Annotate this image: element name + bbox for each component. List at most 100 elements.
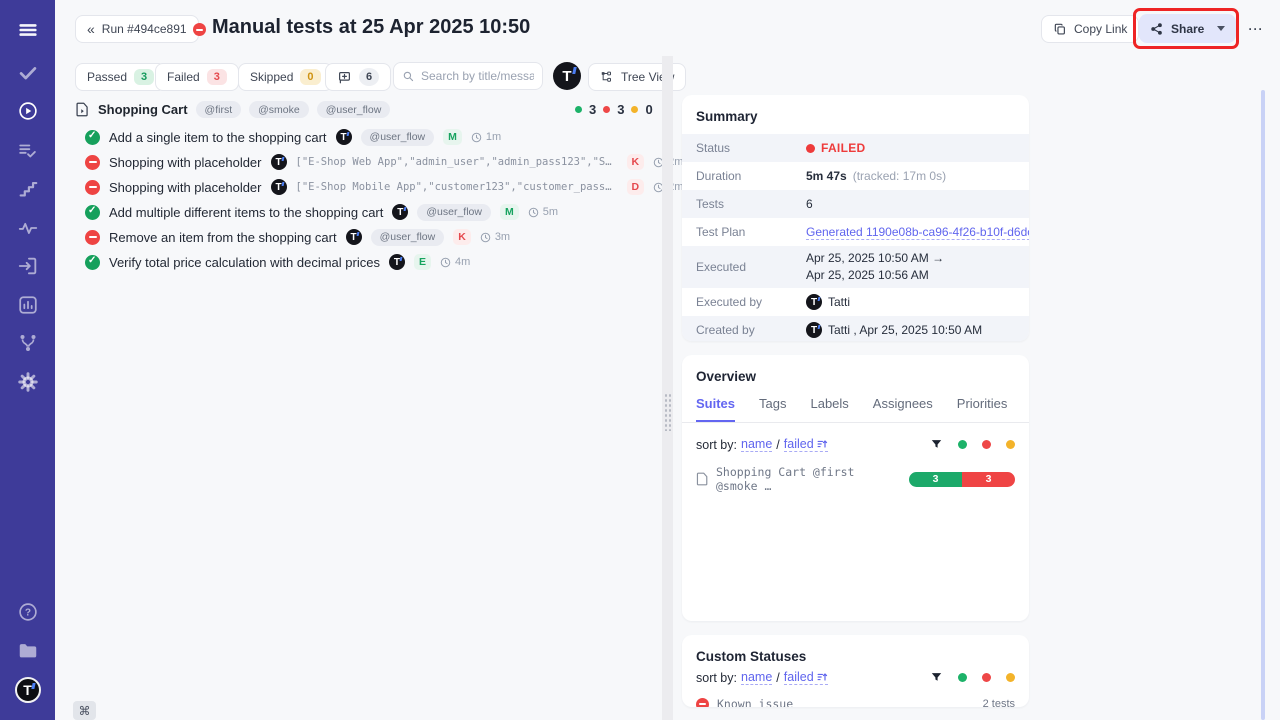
test-row[interactable]: Shopping with placeholder ["E-Shop Web A…	[85, 150, 683, 174]
failed-dot	[806, 143, 815, 153]
assignee-badge[interactable]: K	[453, 229, 471, 245]
passed-dot	[575, 106, 582, 113]
assignee-badge[interactable]: K	[626, 154, 645, 170]
sort-name-link[interactable]: name	[741, 670, 773, 685]
executed-by-value: Tatti	[806, 294, 850, 310]
passed-icon	[85, 129, 100, 145]
tab-priorities[interactable]: Priorities	[956, 396, 1008, 411]
test-title[interactable]: Shopping with placeholder	[109, 179, 262, 195]
test-title[interactable]: Add multiple different items to the shop…	[109, 204, 384, 220]
skipped-dot	[631, 106, 639, 113]
testomat-avatar	[388, 254, 405, 270]
test-row[interactable]: Remove an item from the shopping cart @u…	[85, 225, 510, 249]
test-title[interactable]: Add a single item to the shopping cart	[109, 129, 327, 145]
test-title[interactable]: Remove an item from the shopping cart	[109, 229, 337, 245]
sort-name-link[interactable]: name	[741, 437, 773, 452]
resize-grip[interactable]	[664, 393, 671, 431]
custom-statuses-card: Custom Statuses sort by: name / failed K…	[682, 635, 1029, 707]
tag-pill[interactable]: @user_flow	[316, 101, 391, 118]
branches-icon[interactable]	[0, 328, 55, 358]
test-plans-icon[interactable]	[0, 136, 55, 166]
clock-icon	[480, 232, 491, 242]
test-row[interactable]: Shopping with placeholder ["E-Shop Mobil…	[85, 175, 683, 199]
failed-count-badge: 3	[206, 69, 227, 85]
custom-statuses-sort-row: sort by: name / failed	[682, 670, 1029, 685]
skipped-count-badge: 0	[300, 69, 321, 85]
tag-pill[interactable]: @smoke	[249, 101, 309, 118]
known-issue-label[interactable]: Known issue	[717, 697, 794, 707]
assignee-badge[interactable]: E	[413, 254, 431, 270]
filter-passed-dot[interactable]	[958, 673, 967, 682]
suite-passed-count: 3	[589, 102, 597, 117]
filter-skipped-button[interactable]: Skipped 0	[238, 63, 333, 91]
tests-check-icon[interactable]	[0, 58, 55, 88]
passed-bar-segment: 3	[909, 471, 962, 487]
filter-passed-button[interactable]: Passed 3	[75, 63, 167, 91]
summary-row-status: Status FAILED	[682, 134, 1029, 162]
comments-filter-button[interactable]: 6	[325, 63, 392, 91]
menu-icon[interactable]	[0, 15, 55, 45]
test-row[interactable]: Verify total price calculation with deci…	[85, 250, 470, 274]
milestones-steps-icon[interactable]	[0, 174, 55, 204]
tag-pill[interactable]: @user_flow	[370, 228, 445, 246]
filter-skipped-dot[interactable]	[1006, 673, 1015, 682]
back-to-run-button[interactable]: « Run #494ce891	[75, 15, 199, 43]
sort-asc-icon	[817, 440, 827, 448]
clock-icon	[471, 132, 482, 142]
search-input[interactable]	[421, 69, 534, 83]
import-icon[interactable]	[0, 251, 55, 281]
tab-suites[interactable]: Suites	[696, 396, 736, 422]
testomat-logo[interactable]: T	[0, 675, 55, 705]
tab-tags[interactable]: Tags	[759, 396, 787, 411]
filter-failed-button[interactable]: Failed 3	[155, 63, 239, 91]
copy-link-button[interactable]: Copy Link	[1041, 15, 1140, 43]
folder-icon[interactable]	[0, 636, 55, 666]
tab-assignees[interactable]: Assignees	[872, 396, 933, 411]
overview-suite-label[interactable]: Shopping Cart @first @smoke …	[716, 465, 855, 493]
test-plan-link[interactable]: Generated 1190e08b-ca96-4f26-b10f-d6dc…	[806, 225, 1029, 240]
known-issue-row[interactable]: Known issue 2 tests	[682, 697, 1029, 707]
tag-pill[interactable]: @user_flow	[360, 128, 435, 146]
tab-labels[interactable]: Labels	[810, 396, 849, 411]
filter-funnel-icon[interactable]	[930, 438, 943, 451]
tag-pill[interactable]: @user_flow	[417, 203, 491, 221]
suite-file-icon	[76, 102, 88, 117]
tag-pill[interactable]: @first	[195, 101, 242, 118]
duration: 3m	[480, 231, 510, 243]
filter-funnel-icon[interactable]	[930, 671, 943, 684]
test-row[interactable]: Add multiple different items to the shop…	[85, 200, 558, 224]
sort-failed-link[interactable]: failed	[783, 670, 828, 685]
runs-play-icon[interactable]	[0, 96, 55, 126]
filter-failed-dot[interactable]	[982, 673, 991, 682]
assignee-badge[interactable]: M	[443, 129, 462, 145]
duration: 1m	[471, 131, 501, 143]
keyboard-shortcut-button[interactable]: ⌘	[73, 701, 96, 720]
test-title[interactable]: Verify total price calculation with deci…	[109, 254, 380, 270]
sort-by-label: sort by:	[696, 670, 737, 685]
pulse-activity-icon[interactable]	[0, 213, 55, 243]
filter-skipped-dot[interactable]	[1006, 440, 1015, 449]
assignee-badge[interactable]: M	[499, 204, 519, 220]
suite-name[interactable]: Shopping Cart	[98, 102, 188, 117]
assignee-avatar[interactable]	[553, 62, 581, 90]
vertical-scrollbar[interactable]	[1261, 90, 1265, 720]
chevron-down-icon[interactable]	[1217, 26, 1226, 31]
testomat-avatar	[270, 179, 287, 195]
overview-suite-row[interactable]: Shopping Cart @first @smoke … 3 3	[682, 465, 1029, 493]
assignee-badge[interactable]: D	[626, 179, 645, 195]
help-icon[interactable]: ?	[0, 597, 55, 627]
filter-passed-dot[interactable]	[958, 440, 967, 449]
summary-row-test-plan: Test Plan Generated 1190e08b-ca96-4f26-b…	[682, 218, 1029, 246]
testomat-avatar	[335, 129, 352, 145]
sort-failed-link[interactable]: failed	[783, 437, 828, 452]
settings-gear-icon[interactable]	[0, 367, 55, 397]
test-row[interactable]: Add a single item to the shopping cart @…	[85, 125, 501, 149]
panel-resize-divider[interactable]	[662, 56, 673, 720]
duration: 5m	[528, 206, 558, 218]
share-button[interactable]: Share	[1139, 14, 1237, 43]
more-options-button[interactable]: ···	[1243, 15, 1269, 43]
filter-failed-dot[interactable]	[982, 440, 991, 449]
suite-header[interactable]: Shopping Cart @first @smoke @user_flow	[75, 101, 391, 118]
analytics-chart-icon[interactable]	[0, 290, 55, 320]
test-title[interactable]: Shopping with placeholder	[109, 154, 262, 170]
